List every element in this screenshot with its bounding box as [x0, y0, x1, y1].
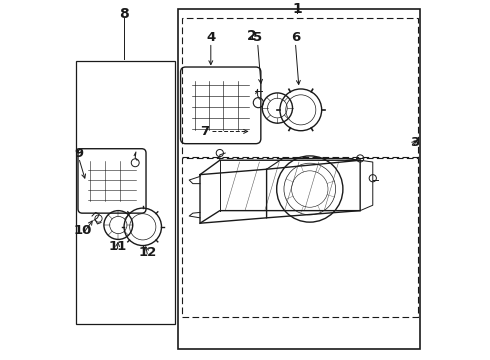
Text: 7: 7	[200, 125, 209, 138]
Text: 3: 3	[410, 136, 419, 149]
Text: 4: 4	[206, 31, 216, 44]
Text: 5: 5	[253, 31, 262, 44]
Bar	[76, 61, 175, 324]
Bar	[182, 158, 418, 317]
Text: 1: 1	[293, 2, 302, 16]
Text: 9: 9	[74, 147, 83, 159]
Text: 6: 6	[291, 31, 300, 44]
Bar	[178, 9, 420, 349]
Text: 12: 12	[139, 246, 157, 258]
Text: 11: 11	[108, 240, 126, 253]
Text: 10: 10	[73, 224, 92, 237]
Bar	[182, 18, 418, 157]
Text: 8: 8	[120, 8, 129, 22]
Text: 2: 2	[247, 29, 257, 43]
